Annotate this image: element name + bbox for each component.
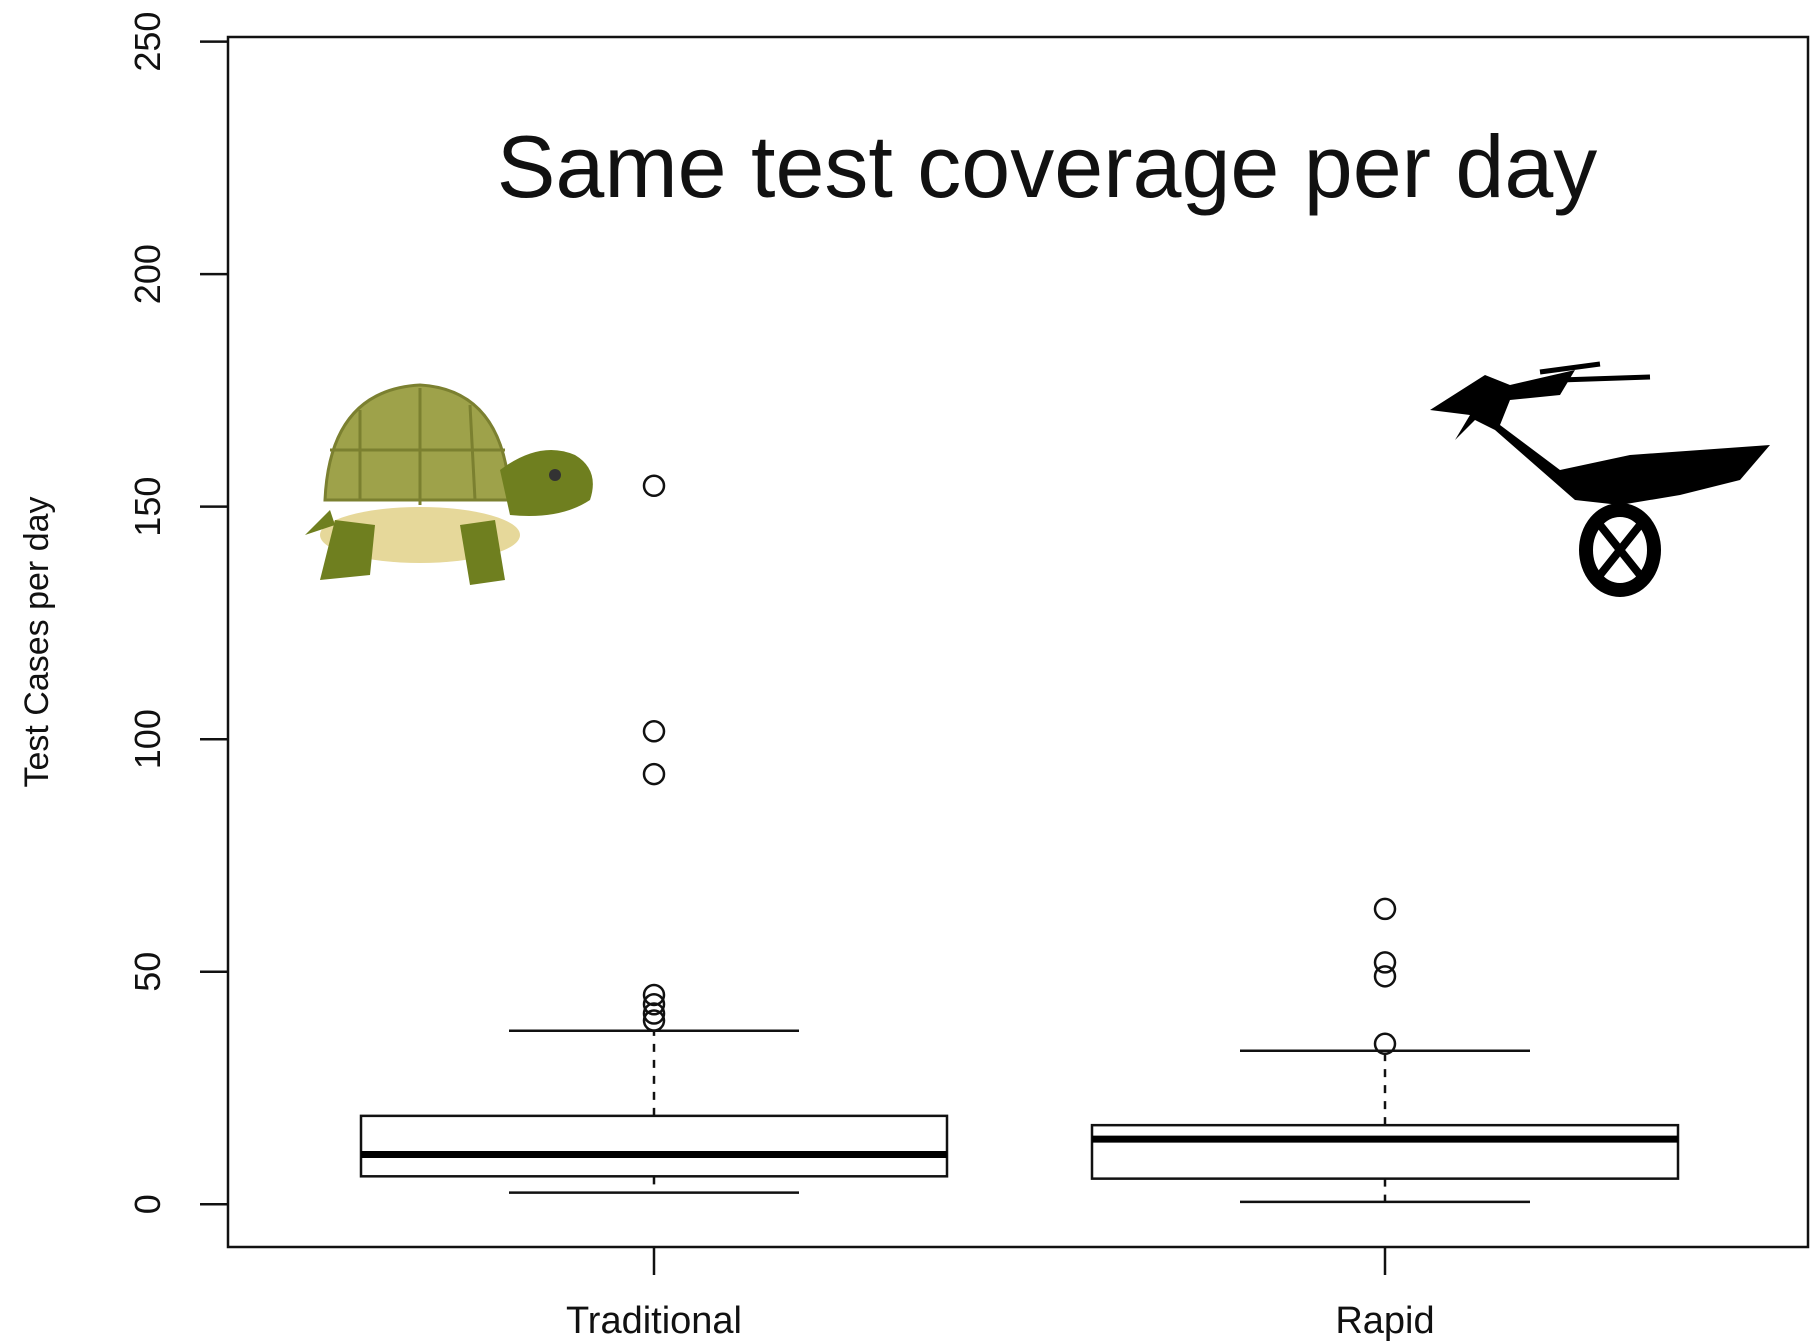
- x-tick-label: Rapid: [1335, 1300, 1434, 1342]
- outlier: [642, 983, 666, 1007]
- outlier: [642, 993, 666, 1016]
- outlier: [1373, 965, 1397, 988]
- plot-frame: [226, 35, 1810, 1249]
- outlier: [642, 1009, 666, 1032]
- outlier: [1373, 951, 1397, 974]
- turtle-icon: [305, 383, 593, 585]
- outlier: [1373, 1032, 1397, 1056]
- y-tick-label: 250: [127, 12, 168, 72]
- annotation: Same test coverage per day: [497, 117, 1598, 216]
- outlier: [1373, 897, 1397, 921]
- runner-icon: [1430, 361, 1770, 597]
- outlier: [642, 720, 666, 743]
- box: [359, 1114, 949, 1178]
- outlier: [642, 474, 666, 498]
- outlier: [642, 762, 666, 786]
- outlier: [642, 1002, 666, 1025]
- y-tick-label: 0: [127, 1194, 168, 1214]
- y-tick-label: 100: [127, 709, 168, 769]
- y-axis-label: Test Cases per day: [18, 496, 56, 787]
- y-tick-label: 200: [127, 244, 168, 304]
- y-tick-label: 50: [127, 952, 168, 992]
- x-tick-label: Traditional: [566, 1300, 742, 1342]
- y-tick-label: 150: [127, 477, 168, 537]
- box: [1090, 1123, 1680, 1180]
